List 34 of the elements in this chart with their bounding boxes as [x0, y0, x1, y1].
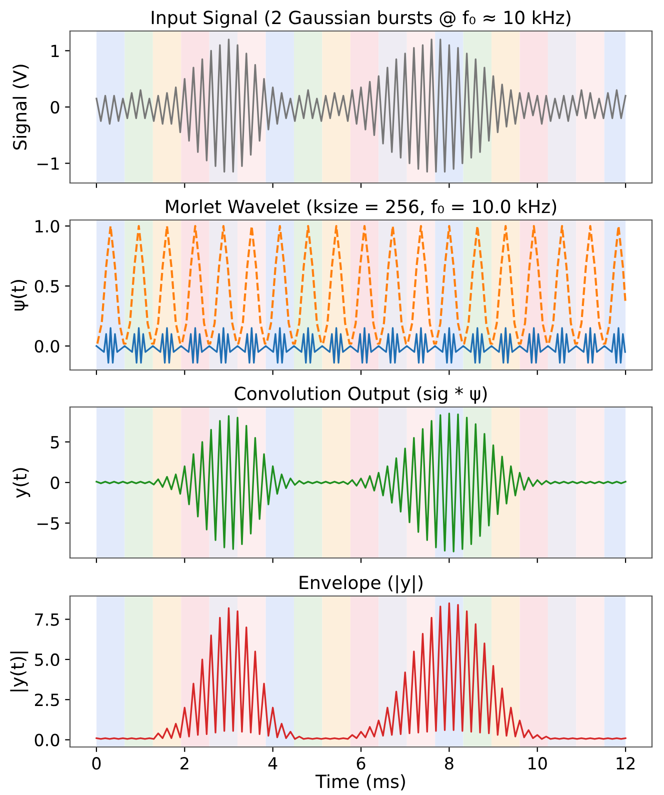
y-tick-label: 0.0 — [34, 734, 60, 746]
line-series — [96, 327, 626, 364]
x-tick-label: 2 — [180, 757, 188, 770]
x-tick-label: 12 — [616, 757, 634, 770]
x-tick-label: 10 — [528, 757, 547, 770]
chart-title: Morlet Wavelet (ksize = 256, f₀ = 10.0 kHz) — [166, 199, 556, 216]
x-tick-label: 8 — [445, 757, 454, 770]
x-axis-title: Time (ms) — [315, 774, 405, 790]
y-tick-label: −1 — [37, 157, 59, 170]
y-axis-title: |y(t)| — [10, 652, 28, 692]
y-tick-label: 1.0 — [36, 220, 60, 233]
y-tick-label: 2.5 — [34, 694, 59, 706]
y-tick-label: 5.0 — [35, 653, 60, 666]
y-tick-label: 0 — [50, 476, 60, 490]
line-series — [96, 602, 626, 740]
y-axis-title: ψ(t) — [10, 280, 28, 311]
y-axis-title: y(t) — [12, 468, 30, 498]
line-series — [96, 224, 627, 345]
x-tick-label: 4 — [268, 757, 278, 770]
chart-title: Convolution Output (sig * ψ) — [234, 386, 487, 404]
y-axis-title: Signal (V) — [12, 64, 30, 150]
y-tick-label: −5 — [37, 517, 59, 530]
y-tick-label: 1 — [52, 44, 59, 58]
x-tick-label: 6 — [356, 757, 366, 770]
y-tick-label: 0.0 — [34, 340, 60, 353]
chart-title: Input Signal (2 Gaussian bursts @ f₀ ≈ 10 kHz) — [152, 10, 570, 28]
y-tick-label: 0 — [50, 100, 60, 114]
y-tick-label: 7.5 — [35, 613, 59, 626]
line-series — [96, 38, 626, 173]
y-tick-label: 0.5 — [34, 280, 59, 293]
chart-title: Envelope (|y|) — [300, 575, 422, 594]
x-tick-label: 0 — [92, 757, 101, 770]
y-tick-label: 5 — [50, 436, 59, 448]
line-series — [96, 412, 626, 552]
